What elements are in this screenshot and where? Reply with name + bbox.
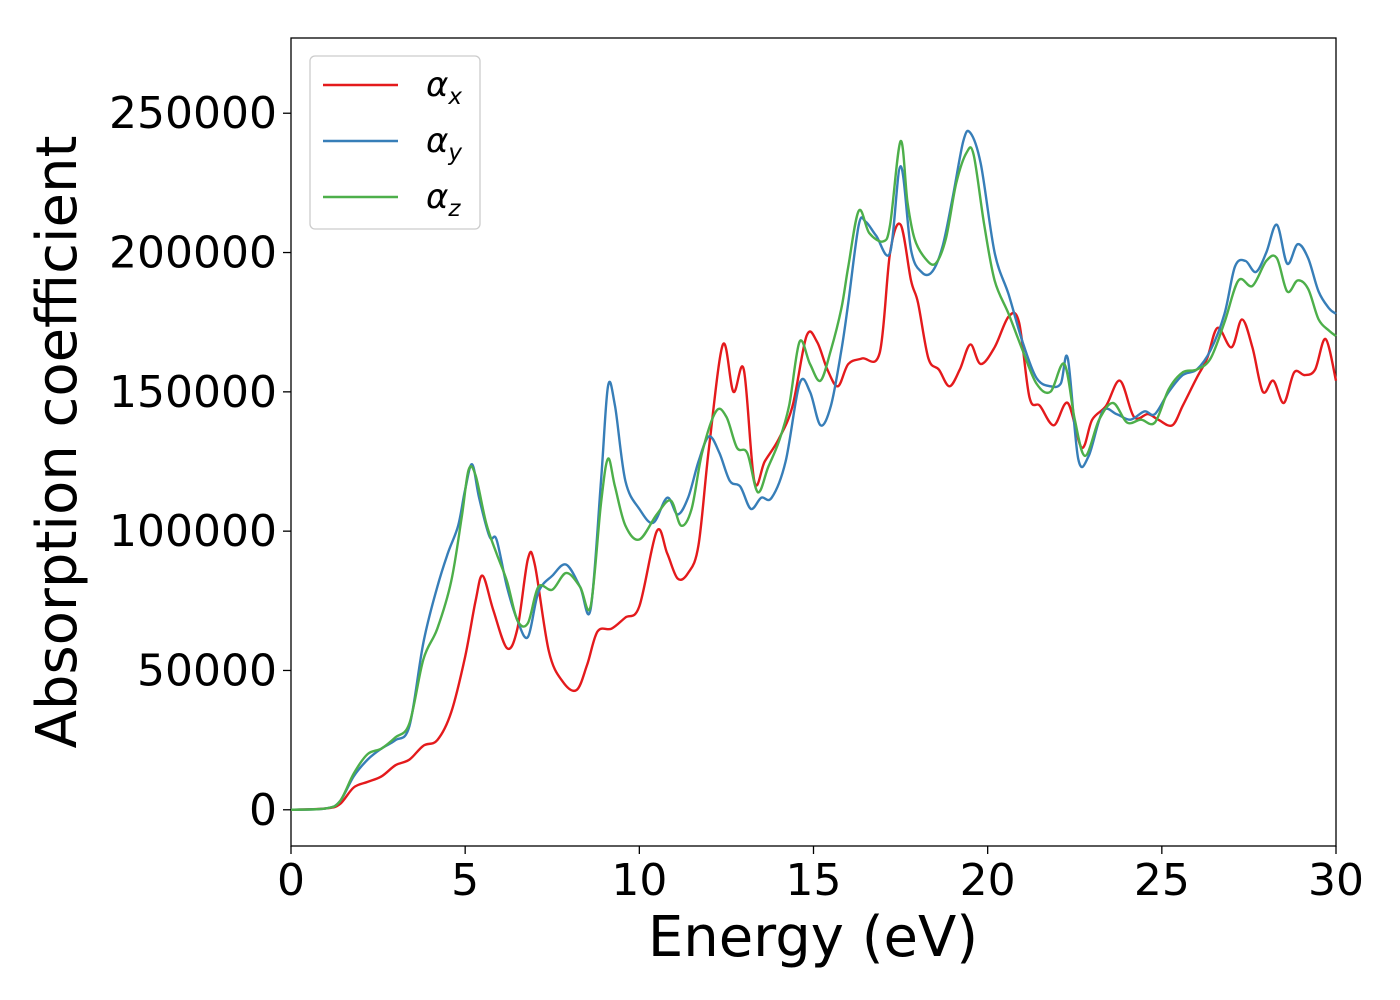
x-tick-label: 20: [960, 855, 1016, 906]
x-tick-label: 15: [786, 855, 842, 906]
x-tick-label: 25: [1134, 855, 1190, 906]
series-line-x: [290, 222, 1338, 811]
y-tick-label: 250000: [109, 88, 277, 139]
y-tick-label: 50000: [137, 645, 277, 696]
y-axis-title: Absorption coefficient: [25, 136, 90, 749]
x-tick-label: 10: [611, 855, 667, 906]
legend-label-y: αy: [426, 121, 462, 166]
x-axis-title: Energy (eV): [648, 905, 978, 970]
x-tick-label: 0: [277, 855, 305, 906]
y-tick-label: 0: [249, 785, 277, 836]
legend: αx αy αz: [309, 55, 481, 230]
legend-box: [309, 55, 481, 230]
series-layer: [290, 129, 1338, 811]
x-axis-ticks: 0 5 10 15 20 25 30: [277, 846, 1364, 906]
x-tick-label: 5: [451, 855, 479, 906]
series-line-y: [290, 129, 1337, 811]
legend-label-z: αz: [426, 177, 461, 222]
x-tick-label: 30: [1308, 855, 1364, 906]
series-line-z: [290, 139, 1337, 811]
y-tick-label: 200000: [109, 228, 277, 279]
y-axis-ticks: 0 50000 100000 150000 200000 250000: [109, 88, 291, 836]
y-tick-label: 150000: [109, 367, 277, 418]
legend-label-x: αx: [426, 65, 462, 110]
y-tick-label: 100000: [109, 506, 277, 557]
